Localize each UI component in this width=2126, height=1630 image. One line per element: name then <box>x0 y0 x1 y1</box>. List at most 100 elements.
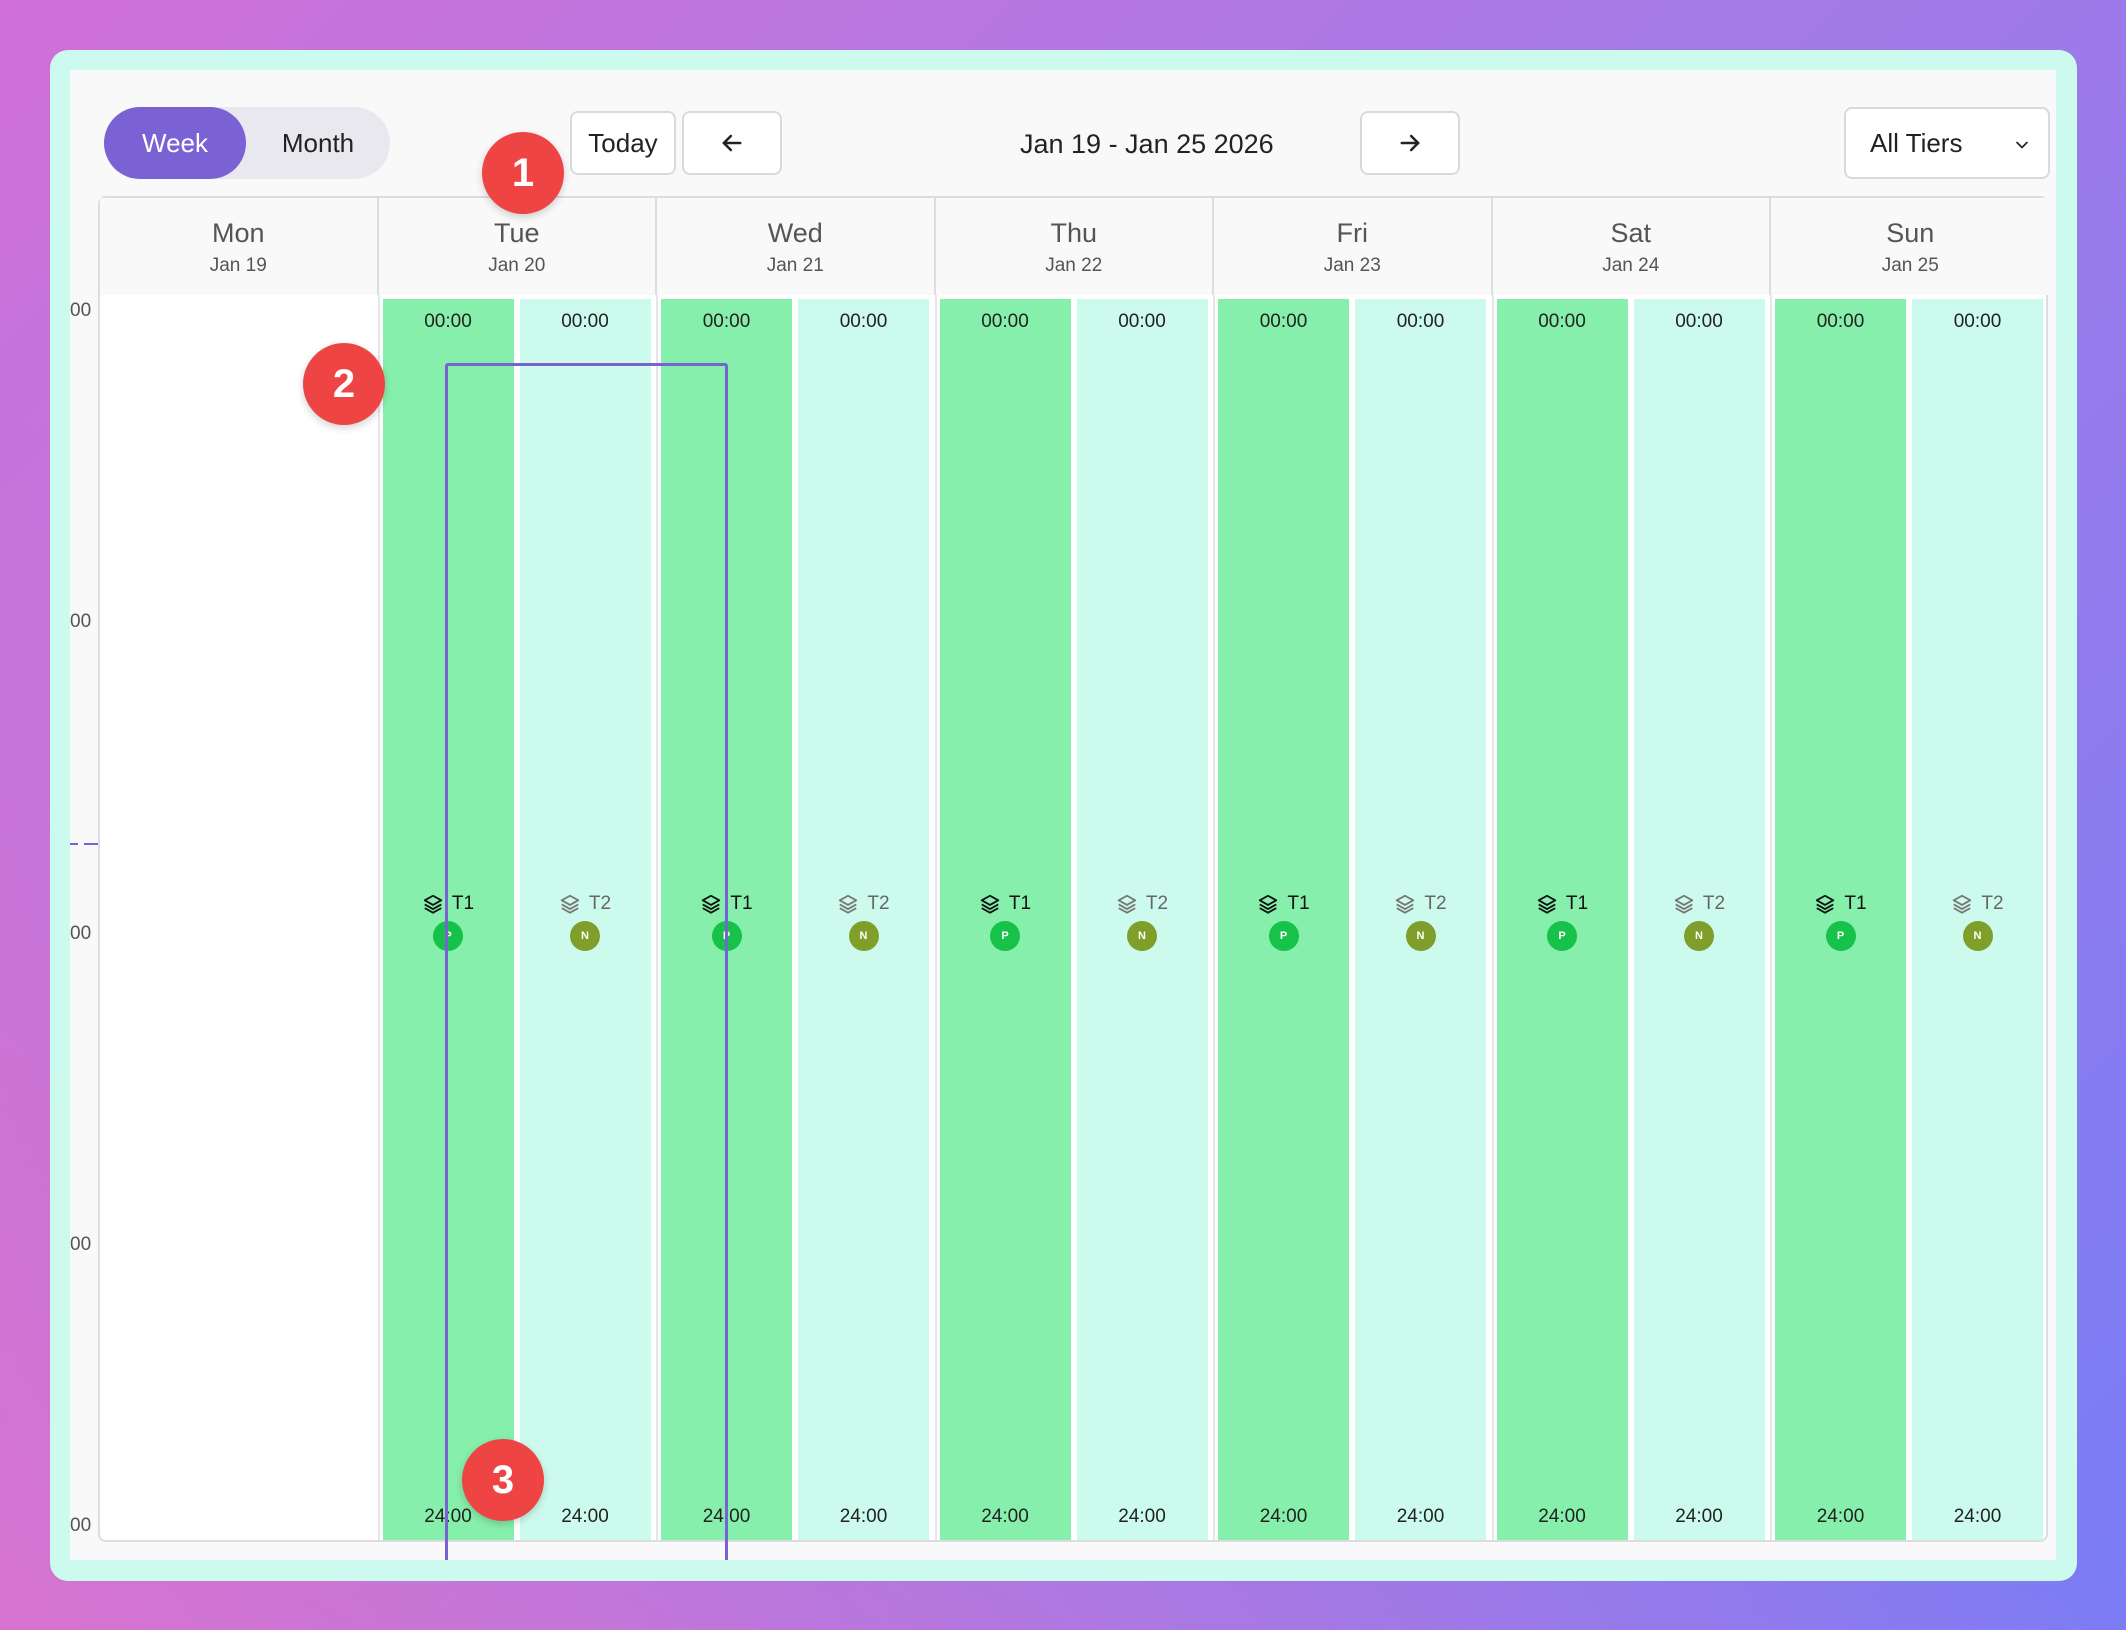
arrow-left-icon <box>722 134 742 152</box>
slot-end-time: 24:00 <box>1259 1506 1308 1527</box>
calendar-panel: Week Month Today Jan 19 - Jan 25 2026 Al… <box>70 70 2056 1560</box>
tier-status-badge: N <box>848 921 879 951</box>
tier-label: T2 <box>520 893 651 915</box>
day-name: Mon <box>211 218 265 248</box>
tier-name: T2 <box>1145 893 1169 914</box>
day-header-mon[interactable]: Mon Jan 19 <box>100 198 379 295</box>
slot-start-time: 00:00 <box>1816 311 1865 332</box>
tier-2-slot-sat[interactable]: 00:00 T2 N 24:00 <box>1633 299 1765 1540</box>
tier-label: T1 <box>661 893 792 915</box>
week-view-button[interactable]: Week <box>104 107 246 179</box>
callout-badge-3: 3 <box>462 1439 544 1521</box>
tier-label: T2 <box>798 893 929 915</box>
slot-start-time: 00:00 <box>839 311 888 332</box>
tier-status-badge: P <box>433 921 463 951</box>
tier-label: T1 <box>940 893 1071 915</box>
tier-1-slot-fri[interactable]: 00:00 T1 P 24:00 <box>1218 299 1349 1540</box>
layers-icon <box>560 894 580 914</box>
tier-name: T2 <box>1981 893 2004 914</box>
time-axis-label: 00 <box>70 1234 92 1255</box>
layers-icon <box>1674 894 1694 914</box>
tier-label: T2 <box>1634 893 1765 915</box>
layers-icon <box>839 894 858 914</box>
tier-name: T1 <box>1008 893 1032 914</box>
month-view-button[interactable]: Month <box>281 127 355 158</box>
tier-status-badge: P <box>1268 921 1299 951</box>
day-name: Thu <box>1050 218 1098 248</box>
chevron-down-icon <box>2016 141 2028 149</box>
arrow-right-icon <box>1400 134 1420 152</box>
tier-name: T1 <box>730 893 753 914</box>
column-divider <box>1491 295 1494 1540</box>
day-header-sun[interactable]: Sun Jan 25 <box>1771 198 2050 295</box>
tier-name: T2 <box>1424 893 1447 914</box>
slot-end-time: 24:00 <box>1953 1506 2002 1527</box>
layers-icon <box>1816 894 1835 914</box>
tier-2-slot-wed[interactable]: 00:00 T2 N 24:00 <box>798 299 929 1540</box>
slot-end-time: 24:00 <box>1538 1506 1586 1527</box>
layers-icon <box>1117 894 1137 914</box>
slot-end-time: 24:00 <box>1675 1506 1723 1527</box>
day-date: Jan 25 <box>1881 255 1939 276</box>
tier-status-badge: N <box>1962 921 1993 951</box>
tier-1-slot-sat[interactable]: 00:00 T1 P 24:00 <box>1496 299 1628 1540</box>
tier-label: T2 <box>1912 893 2043 915</box>
tier-name: T2 <box>1702 893 1726 914</box>
previous-week-button[interactable] <box>682 111 782 175</box>
next-week-button[interactable] <box>1360 111 1460 175</box>
slot-end-time: 24:00 <box>561 1506 609 1527</box>
selected-day-outline <box>445 363 728 1560</box>
slot-start-time: 00:00 <box>702 311 751 332</box>
time-axis-label: 00 <box>70 1515 92 1536</box>
tier-1-slot-sun[interactable]: 00:00 T1 P 24:00 <box>1775 299 1906 1540</box>
day-header-sat[interactable]: Sat Jan 24 <box>1492 198 1771 295</box>
day-date: Jan 23 <box>1323 255 1381 276</box>
week-grid: Mon Jan 19 Tue Jan 20 00:00 T1 P 24:00 00:00 T2 N 2… <box>98 196 2050 1542</box>
layers-icon <box>1396 894 1415 914</box>
tier-status-badge: N <box>1127 921 1157 951</box>
tier-name: T1 <box>1287 893 1310 914</box>
layers-icon <box>1537 894 1557 914</box>
tier-1-slot-tue[interactable]: 00:00 T1 P 24:00 <box>382 299 514 1540</box>
day-header-tue[interactable]: Tue Jan 20 <box>378 198 657 295</box>
tier-2-slot-sun[interactable]: 00:00 T2 N 24:00 <box>1912 299 2043 1540</box>
today-button[interactable]: Today <box>570 111 676 175</box>
day-date: Jan 21 <box>766 255 824 276</box>
day-name: Fri <box>1336 218 1368 248</box>
column-divider <box>377 295 380 1540</box>
tier-1-slot-thu[interactable]: 00:00 T1 P 24:00 <box>939 299 1071 1540</box>
tier-filter-value: All Tiers <box>1870 127 1963 158</box>
layers-icon <box>1953 894 1972 914</box>
tier-2-slot-thu[interactable]: 00:00 T2 N 24:00 <box>1076 299 1208 1540</box>
tier-filter-select[interactable]: All Tiers <box>1844 107 2050 179</box>
time-axis-label: 00 <box>70 611 92 632</box>
tier-name: T1 <box>1565 893 1589 914</box>
tier-2-slot-tue[interactable]: 00:00 T2 N 24:00 <box>519 299 651 1540</box>
callout-badge-1: 1 <box>482 132 564 214</box>
day-name: Tue <box>493 218 540 248</box>
day-name: Wed <box>767 218 823 248</box>
column-divider <box>656 295 658 1540</box>
day-name: Sun <box>1886 218 1935 248</box>
day-header-fri[interactable]: Fri Jan 23 <box>1214 198 1493 295</box>
day-date: Jan 22 <box>1045 255 1103 276</box>
slot-start-time: 00:00 <box>1396 311 1445 332</box>
slot-start-time: 00:00 <box>1953 311 2002 332</box>
column-divider <box>934 295 937 1540</box>
slot-end-time: 24:00 <box>839 1506 888 1527</box>
view-toggle: Week Month <box>104 107 390 179</box>
day-header-wed[interactable]: Wed Jan 21 <box>657 198 936 295</box>
tier-label: T1 <box>383 893 514 915</box>
tier-2-slot-fri[interactable]: 00:00 T2 N 24:00 <box>1355 299 1486 1540</box>
time-axis-label: 00 <box>70 923 92 944</box>
tier-status-badge: P <box>990 921 1020 951</box>
layers-icon <box>702 894 721 914</box>
tier-label: T1 <box>1218 893 1349 915</box>
slot-end-time: 24:00 <box>1118 1506 1166 1527</box>
slot-start-time: 00:00 <box>981 311 1029 332</box>
tier-label: T2 <box>1077 893 1208 915</box>
tier-status-badge: N <box>1405 921 1436 951</box>
slot-end-time: 24:00 <box>1816 1506 1865 1527</box>
day-header-thu[interactable]: Thu Jan 22 <box>935 198 1214 295</box>
day-name: Sat <box>1610 218 1652 248</box>
